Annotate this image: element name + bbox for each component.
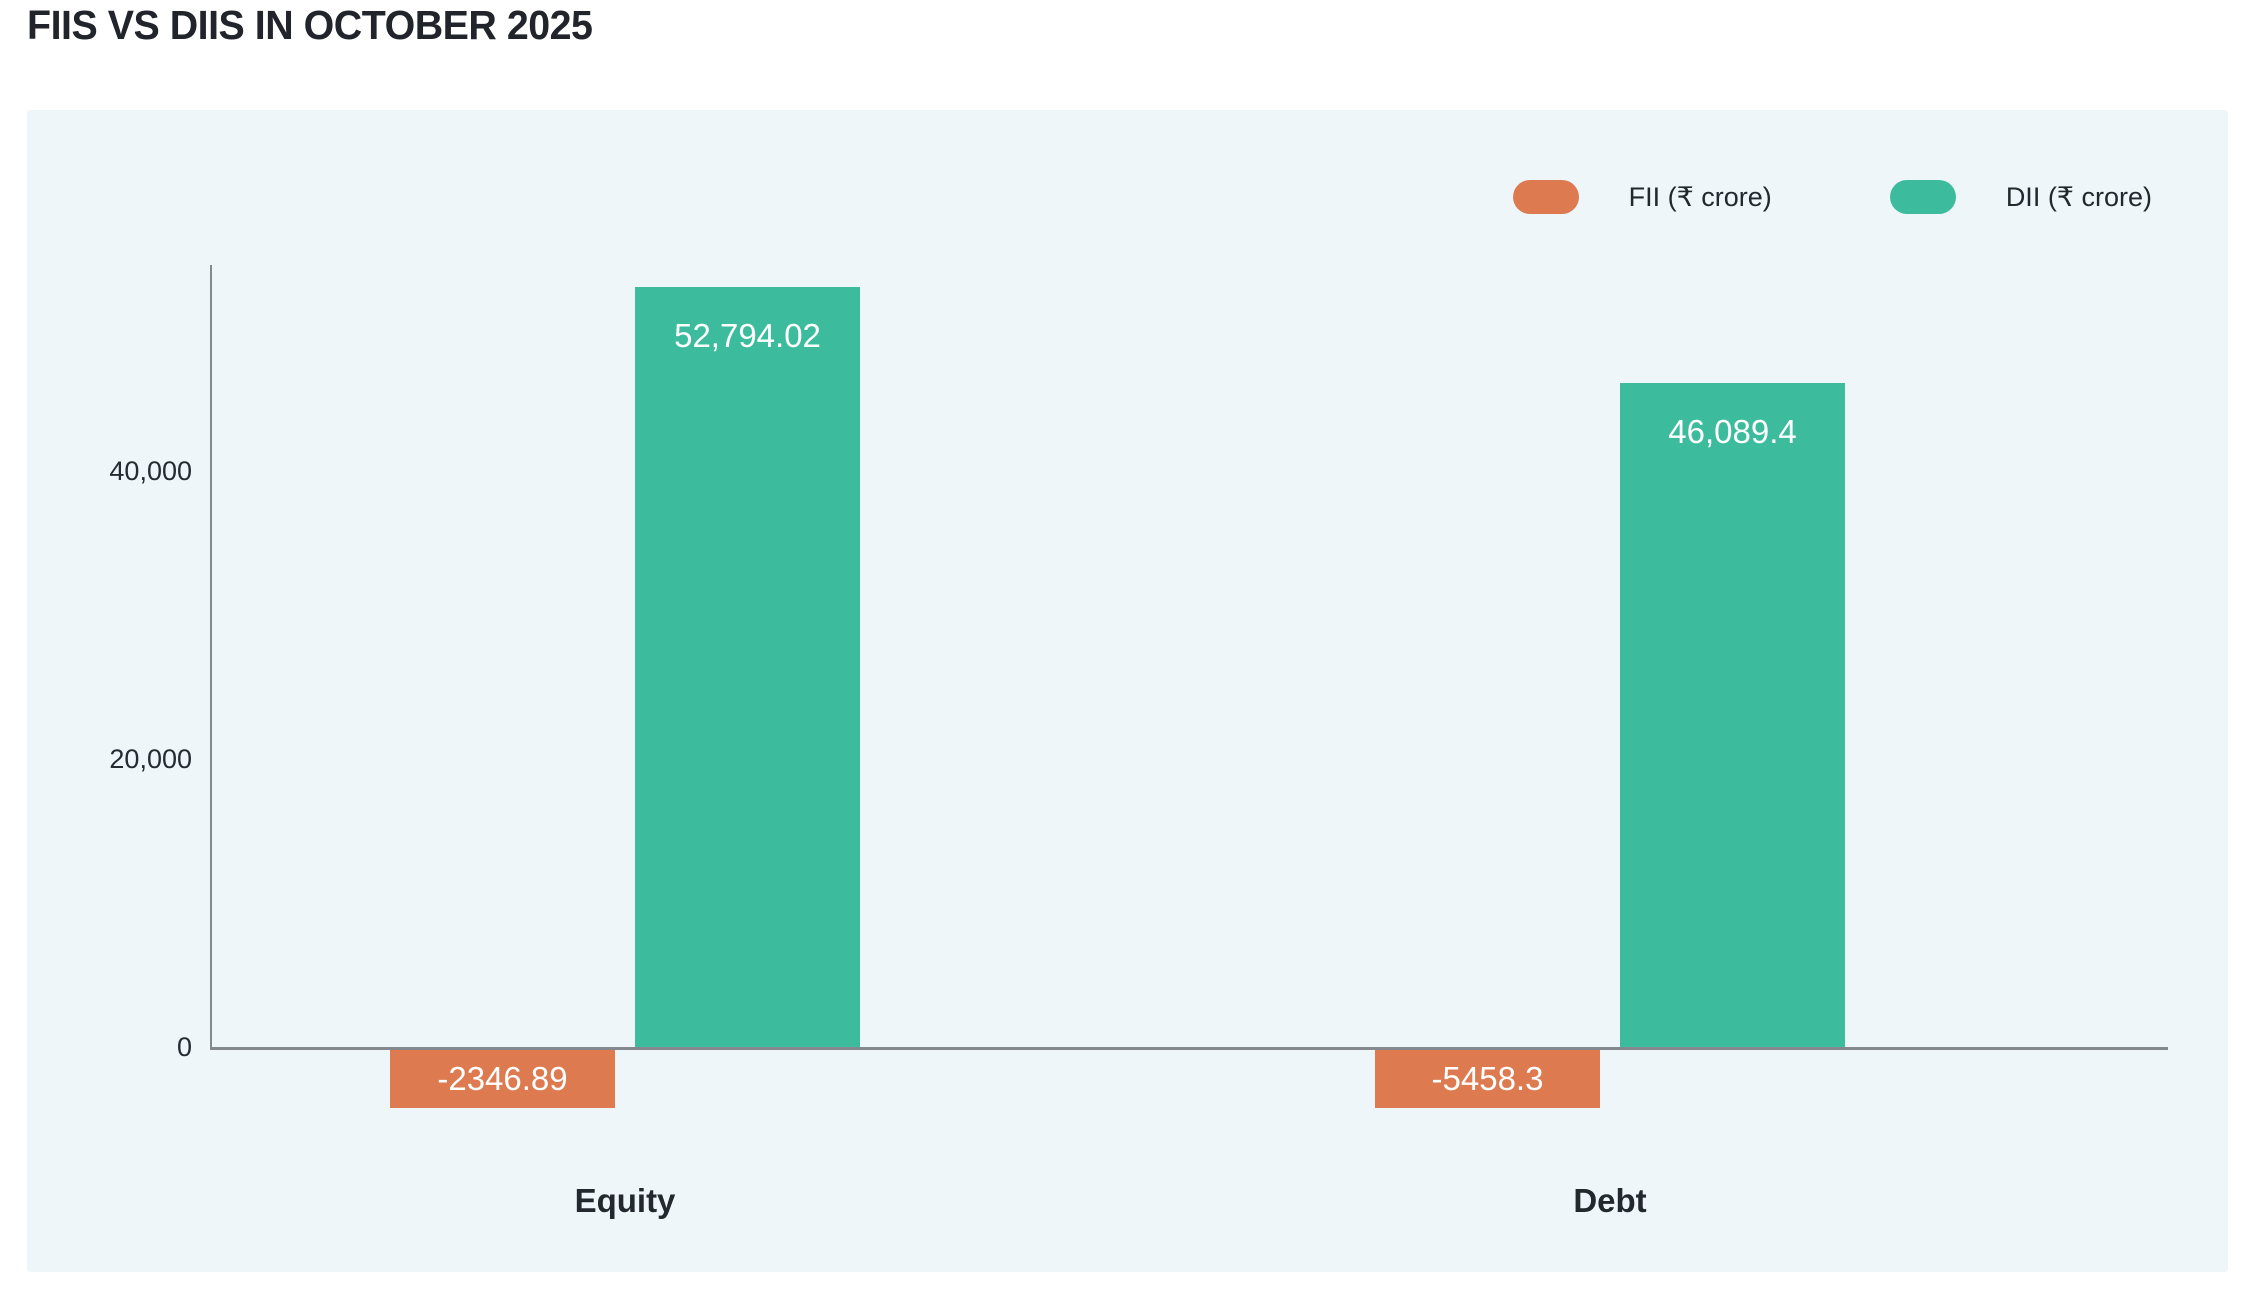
category-label-equity: Equity <box>574 1182 676 1219</box>
legend-item-fii: FII (₹ crore) <box>1512 180 1772 214</box>
y-axis-line <box>210 265 212 1050</box>
legend: FII (₹ crore) DII (₹ crore) <box>1512 175 2152 219</box>
dii-bar-equity: 52,794.02 <box>635 287 860 1047</box>
dii-bar-debt: 46,089.4 <box>1620 383 1845 1047</box>
fii-legend-swatch-icon <box>1512 180 1579 214</box>
fii-bar-debt: -5458.3 <box>1375 1050 1600 1108</box>
fii-legend-label: FII (₹ crore) <box>1628 181 1772 212</box>
bar-value-label: -2346.89 <box>437 1060 568 1097</box>
x-axis-line <box>210 1047 2168 1050</box>
bar-value-label: -5458.3 <box>1431 1060 1544 1097</box>
bar-value-label: 46,089.4 <box>1668 413 1797 450</box>
y-tick-label: 20,000 <box>109 744 192 774</box>
category-label-debt: Debt <box>1573 1182 1647 1219</box>
bar-value-label: 52,794.02 <box>674 317 821 354</box>
y-tick-label: 0 <box>176 1032 192 1062</box>
page-title: FIIS VS DIIS IN OCTOBER 2025 <box>27 2 593 48</box>
dii-legend-label: DII (₹ crore) <box>2005 181 2152 212</box>
plot-area: 0 20,000 40,000 -2346.89 52,794.02 -5458.3 46… <box>27 110 2228 1272</box>
y-tick-label: 40,000 <box>109 456 192 486</box>
dii-legend-swatch-icon <box>1889 180 1956 214</box>
chart-panel: FII (₹ crore) DII (₹ crore) 0 20,000 40,00… <box>27 110 2228 1272</box>
legend-item-dii: DII (₹ crore) <box>1889 180 2152 214</box>
fii-bar-equity: -2346.89 <box>390 1050 615 1108</box>
